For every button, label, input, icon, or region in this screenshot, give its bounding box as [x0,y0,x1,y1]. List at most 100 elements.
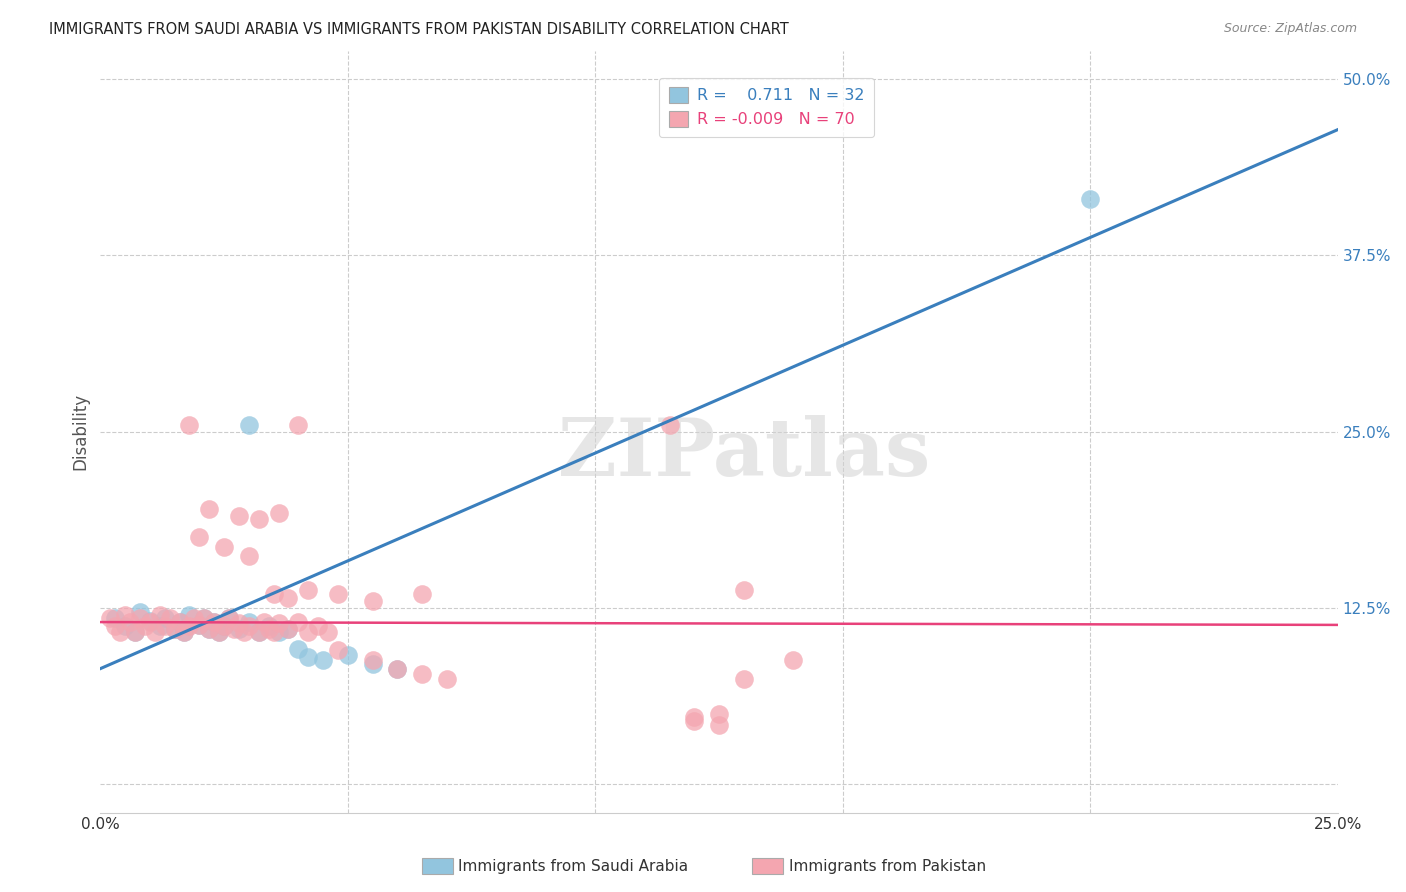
Point [297,624,319,639]
Point [124,624,146,639]
Point [108,624,131,639]
Point [114,619,136,633]
Point [198,502,221,516]
Point [287,615,309,629]
Point [436,672,458,686]
Point [263,587,285,601]
Text: Immigrants from Saudi Arabia: Immigrants from Saudi Arabia [458,859,689,873]
Point [277,622,299,636]
Point [159,611,181,625]
Point [173,624,195,639]
Text: Source: ZipAtlas.com: Source: ZipAtlas.com [1223,22,1357,36]
Point [253,615,276,629]
Point [188,618,211,632]
Point [387,662,409,676]
Point [212,619,235,633]
Point [183,611,205,625]
Point [267,624,290,639]
Point [149,619,172,633]
Point [277,591,299,606]
Point [387,662,409,676]
Point [124,624,146,639]
Point [707,718,730,732]
Point [411,587,433,601]
Point [153,619,176,633]
Point [287,417,309,432]
Point [297,650,319,665]
Point [733,582,755,597]
Point [228,616,250,631]
Point [238,417,260,432]
Point [188,618,211,632]
Point [238,615,260,629]
Point [134,619,156,633]
Point [193,611,215,625]
Point [163,622,186,636]
Point [193,611,215,625]
Point [179,417,201,432]
Point [247,512,270,526]
Point [238,549,260,563]
Point [277,622,299,636]
Point [202,615,225,629]
Point [222,622,245,636]
Point [297,582,319,597]
Point [307,619,329,633]
Point [238,619,260,633]
Point [198,622,221,636]
Point [218,611,240,625]
Point [257,619,280,633]
Point [228,509,250,524]
Point [163,622,186,636]
Point [139,614,162,628]
Point [683,709,706,723]
Point [267,616,290,631]
Point [173,624,195,639]
Point [683,714,706,728]
Point [198,622,221,636]
Point [212,541,235,555]
Point [287,641,309,656]
Point [361,594,384,608]
Point [218,611,240,625]
Point [104,611,127,625]
Point [98,611,121,625]
Point [411,667,433,681]
Point [336,648,359,662]
Point [257,622,280,636]
Y-axis label: Disability: Disability [72,393,89,470]
Point [129,605,152,619]
Point [782,653,804,667]
Point [114,607,136,622]
Point [208,624,231,639]
Point [153,611,176,625]
Point [361,653,384,667]
Point [1078,192,1101,206]
Point [179,607,201,622]
Legend: R =    0.711   N = 32, R = -0.009   N = 70: R = 0.711 N = 32, R = -0.009 N = 70 [659,78,875,137]
Point [658,417,681,432]
Point [129,611,152,625]
Text: ZIPatlas: ZIPatlas [558,416,929,493]
Point [316,624,339,639]
Point [247,624,270,639]
Point [326,587,349,601]
Point [188,530,211,544]
Point [202,615,225,629]
Point [212,619,235,633]
Point [707,706,730,721]
Point [139,615,162,629]
Point [267,507,290,521]
Text: Immigrants from Pakistan: Immigrants from Pakistan [789,859,986,873]
Point [179,619,201,633]
Point [326,643,349,657]
Point [232,624,254,639]
Point [247,624,270,639]
Point [312,653,335,667]
Text: IMMIGRANTS FROM SAUDI ARABIA VS IMMIGRANTS FROM PAKISTAN DISABILITY CORRELATION : IMMIGRANTS FROM SAUDI ARABIA VS IMMIGRAN… [49,22,789,37]
Point [263,624,285,639]
Point [208,624,231,639]
Point [143,624,166,639]
Point [104,619,127,633]
Point [149,607,172,622]
